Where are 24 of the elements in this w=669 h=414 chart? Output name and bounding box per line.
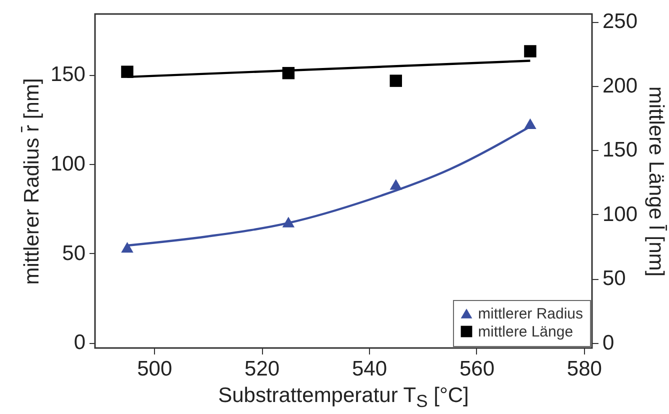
x-tick-label: 560 <box>459 358 495 380</box>
y-axis-title: mittlerer Radius r̄ [nm] <box>20 78 44 285</box>
point <box>390 74 402 87</box>
point <box>121 242 134 253</box>
x-tick-label: 520 <box>244 358 280 380</box>
y-tick-label: 50 <box>62 242 86 265</box>
legend-label: mittlere Länge <box>478 324 574 340</box>
legend-label: mittlerer Radius <box>478 306 584 322</box>
y2-tick-label: 250 <box>602 10 638 34</box>
point <box>121 66 134 78</box>
x-axis-title: Substrattemperatur T$_{S}$ [°C] <box>217 384 470 412</box>
y2-tick-label: 0 <box>602 331 614 354</box>
x-tick-label: 580 <box>566 358 602 380</box>
y2-tick-label: 150 <box>602 138 638 162</box>
y2-tick-label: 100 <box>602 202 638 226</box>
point <box>524 45 536 58</box>
y2-tick-label: 200 <box>602 74 638 98</box>
y2-axis-title: mittlere Länge l̄ [nm] <box>644 86 668 277</box>
x-tick-label: 540 <box>352 358 388 380</box>
y2-tick-label: 50 <box>602 267 626 290</box>
y-tick-label: 150 <box>50 63 86 86</box>
y-tick-label: 0 <box>74 331 86 354</box>
y-tick-label: 100 <box>50 152 86 176</box>
x-tick-label: 500 <box>137 358 172 380</box>
